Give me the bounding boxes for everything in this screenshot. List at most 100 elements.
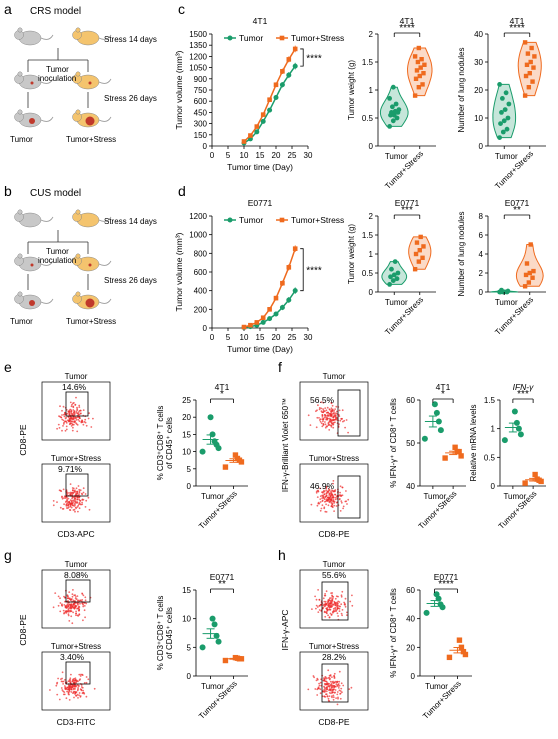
flow-dot	[72, 402, 74, 405]
flow-dot	[70, 688, 73, 691]
series-line-0	[243, 65, 296, 144]
flow-dot	[76, 406, 78, 409]
y-tick-label: 40	[406, 482, 415, 491]
flow-dot	[82, 409, 85, 411]
flow-dot	[329, 609, 331, 611]
flow-dot	[334, 408, 336, 410]
flow-dot	[343, 419, 346, 422]
data-point	[437, 601, 444, 608]
flow-dot	[69, 492, 72, 495]
flow-dot	[328, 494, 330, 496]
x-tick-label: Tumor	[425, 682, 448, 691]
mouse-ear	[75, 209, 81, 215]
significance-label: *	[441, 389, 445, 400]
flow-dot	[72, 426, 74, 429]
flow-dot	[334, 489, 337, 491]
flow-dot	[315, 604, 318, 607]
flow-dot	[315, 607, 317, 610]
flow-dot	[322, 401, 325, 404]
flow-dot	[49, 689, 51, 691]
y-axis-label: Tumor volume (mm³)	[174, 50, 184, 129]
data-point	[505, 115, 511, 121]
data-point	[499, 96, 505, 101]
flow-dot	[328, 692, 331, 694]
flow-dot	[85, 424, 88, 427]
flow-dot	[75, 422, 77, 424]
flow-dot	[77, 418, 80, 421]
flow-dot	[85, 602, 88, 605]
data-point	[531, 268, 536, 274]
flow-plot-frame	[41, 569, 111, 629]
flow-y-axis-label: CD8-PE	[18, 424, 28, 456]
flow-dot	[332, 500, 335, 503]
flow-dot	[325, 492, 328, 495]
flow-dot	[334, 689, 337, 691]
flow-dot	[323, 489, 325, 492]
data-point	[527, 71, 532, 76]
flow-dot	[67, 688, 70, 691]
flow-dot	[326, 612, 328, 615]
flow-dot	[321, 425, 324, 428]
significance-label: ***	[401, 205, 413, 216]
tumor-mark	[30, 81, 34, 85]
flow-dot	[76, 430, 79, 433]
y-tick-label: 0	[479, 142, 484, 151]
flow-dot	[82, 619, 84, 622]
data-point	[390, 278, 396, 283]
flow-dot	[325, 498, 328, 500]
flow-dot	[70, 606, 72, 609]
mouse-tail	[40, 298, 54, 304]
y-tick-label: 2	[479, 269, 484, 278]
flow-dot	[79, 678, 81, 681]
data-point	[267, 307, 272, 312]
flow-dot	[336, 601, 338, 604]
data-point	[529, 45, 534, 51]
flow-plot-frame	[299, 381, 369, 441]
flow-dot	[324, 600, 327, 603]
flow-dot	[334, 602, 336, 604]
data-point	[522, 93, 528, 98]
data-point	[260, 112, 266, 117]
flow-dot	[76, 490, 78, 493]
flow-dot	[330, 424, 332, 426]
flow-dot	[333, 672, 336, 675]
flow-dot	[324, 495, 327, 498]
flow-dot	[339, 510, 342, 512]
data-point	[413, 76, 419, 81]
y-axis-label: Tumor volume (mm³)	[174, 232, 184, 311]
group-label-tumor-stress: Tumor+Stress	[66, 317, 116, 326]
flow-dot	[79, 602, 81, 605]
data-point	[523, 73, 529, 79]
data-point	[431, 401, 438, 408]
flow-dot	[325, 417, 327, 419]
flow-dot	[329, 606, 331, 609]
mouse-ear	[17, 209, 23, 215]
flow-dot	[320, 678, 322, 681]
tumor-mark	[30, 263, 34, 267]
y-tick-label: 6	[479, 231, 484, 240]
flow-dot	[325, 690, 328, 693]
flow-dot	[56, 501, 58, 503]
flow-dot	[79, 675, 82, 677]
gate-box	[65, 661, 91, 685]
mouse-icon	[14, 209, 54, 228]
x-tick-label: Tumor	[503, 492, 526, 501]
data-point	[222, 657, 229, 664]
flow-dot	[344, 597, 347, 600]
flow-dot	[322, 679, 325, 682]
y-tick-label: 1.5	[362, 231, 374, 240]
x-tick-label: 25	[288, 151, 297, 160]
flow-dot	[69, 505, 72, 508]
flow-dot	[73, 498, 76, 501]
flow-dot	[316, 677, 319, 680]
cus-title: CUS model	[30, 188, 81, 199]
panel-letter-g: g	[4, 547, 12, 563]
flow-dot	[315, 598, 318, 601]
flow-x-axis-label: CD8-PE	[318, 529, 350, 539]
flow-dot	[329, 496, 332, 499]
flow-dot	[76, 614, 79, 617]
flow-dot	[310, 503, 313, 506]
